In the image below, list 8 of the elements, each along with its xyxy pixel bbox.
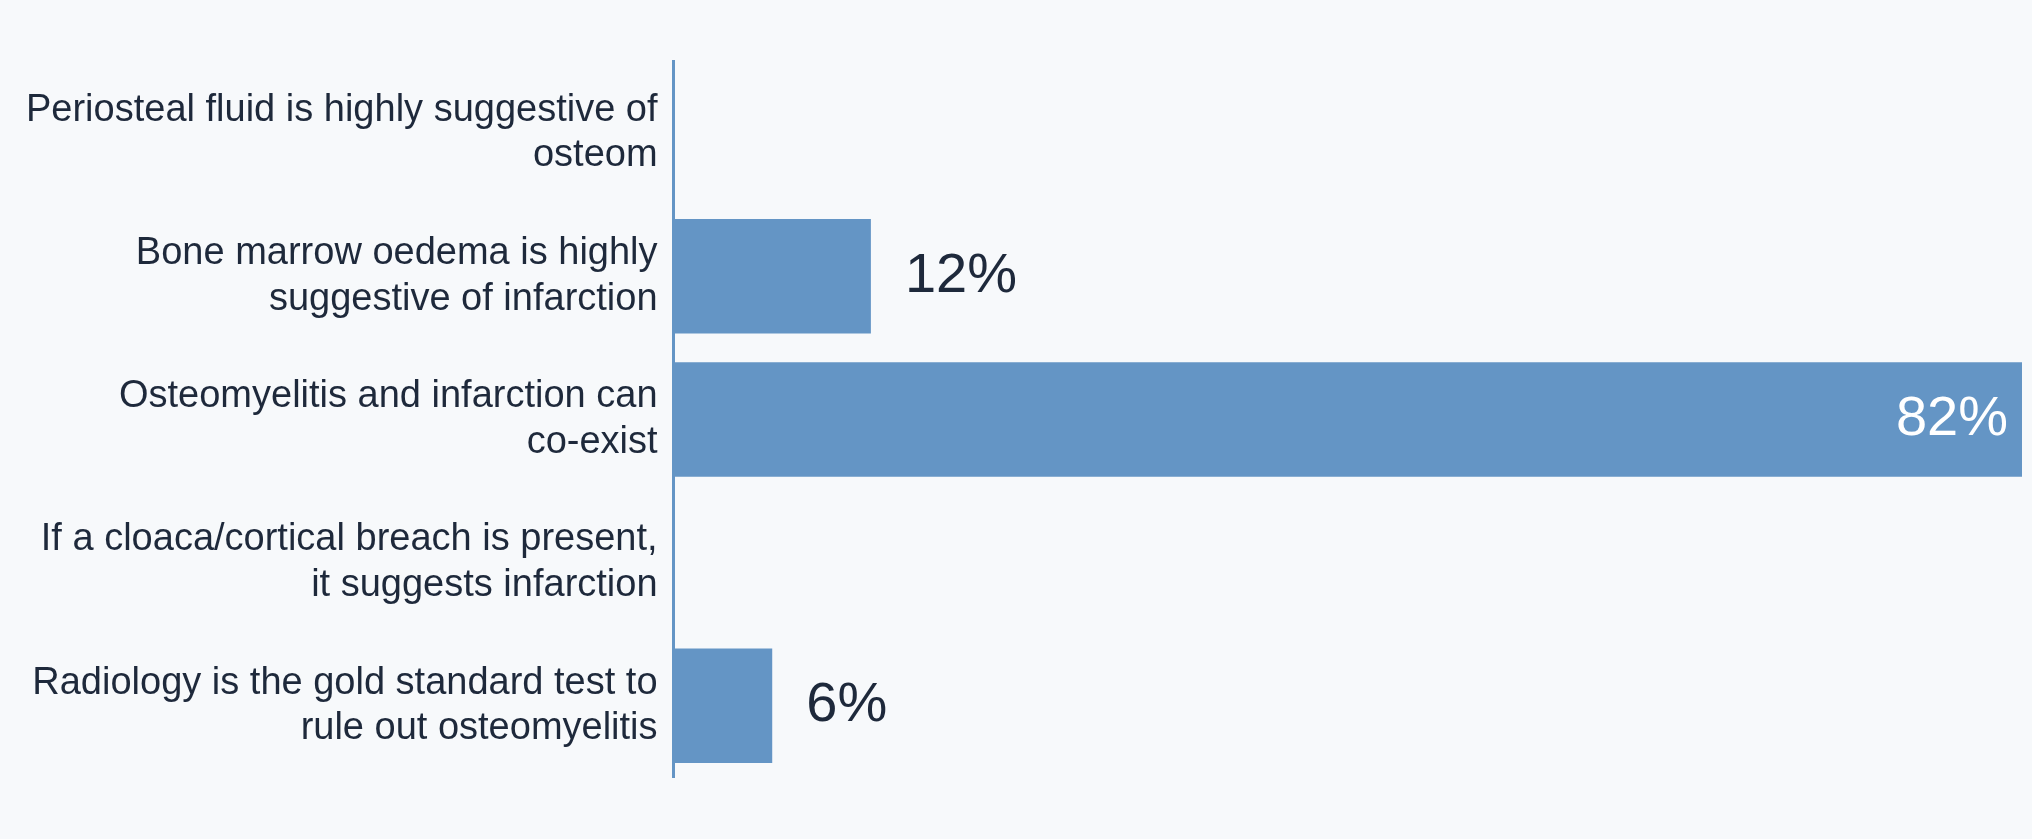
data-label: 12%	[904, 240, 1017, 304]
data-label: 82%	[1895, 383, 2008, 447]
y-tick-label: Periosteal fluid is highly suggestive of osteom	[25, 86, 658, 175]
y-tick-label: Osteomyelitis and infarction can co-exist	[118, 373, 659, 461]
y-tick-label: Bone marrow oedema is highly suggestive of infarction	[135, 230, 658, 318]
data-label: 6%	[806, 670, 888, 734]
y-tick-label: Radiology is the gold standard test to rule out osteomyelitis	[32, 659, 658, 748]
y-tick-label: If a cloaca/cortical breach is present, it suggests infarction	[40, 516, 658, 604]
